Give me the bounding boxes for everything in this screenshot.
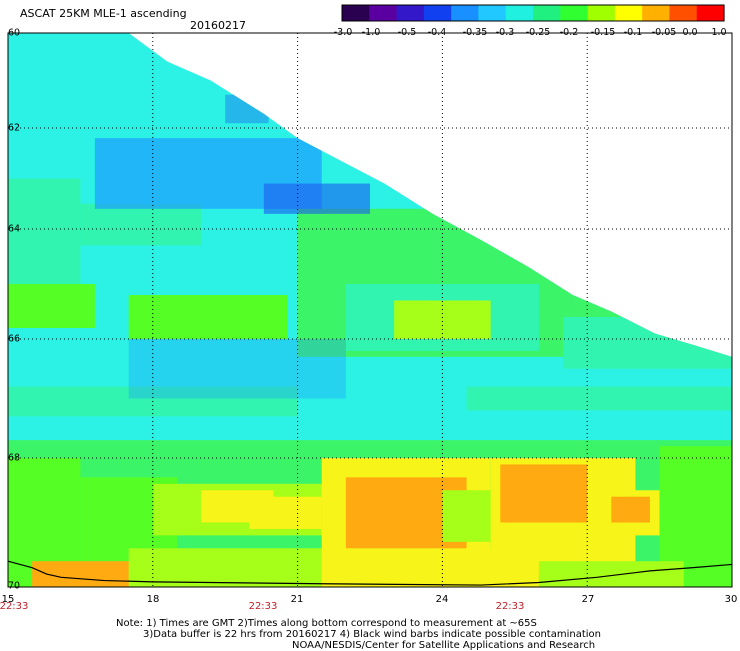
- colorbar-swatch: [342, 5, 370, 21]
- colorbar-swatch: [642, 5, 671, 21]
- wind-cell-block: [8, 284, 95, 328]
- colorbar-swatch: [423, 5, 452, 21]
- time-label: 22:33: [0, 601, 29, 612]
- colorbar: [341, 4, 725, 22]
- lon-label: 27: [581, 594, 595, 605]
- graticule: [8, 33, 732, 587]
- lat-label: 64: [8, 223, 21, 235]
- colorbar-frame: [341, 4, 725, 22]
- wind-cell-block: [563, 317, 732, 369]
- colorbar-swatch: [587, 5, 616, 21]
- time-label: 22:33: [495, 601, 525, 612]
- lat-label: 66: [8, 333, 21, 345]
- wind-cell-block: [611, 496, 650, 523]
- colorbar-swatch: [369, 5, 398, 21]
- wind-cell-block: [466, 386, 732, 411]
- wind-cell-block: [500, 464, 588, 523]
- coastline-path: [7, 560, 733, 586]
- lat-label: 60: [8, 27, 21, 39]
- map-frame: [7, 32, 733, 588]
- lon-label: 24: [435, 594, 449, 605]
- chart-date: 20160217: [190, 19, 246, 32]
- wind-field-map: [7, 32, 733, 588]
- wind-cell-block: [32, 561, 144, 587]
- wind-cell-block: [80, 203, 202, 246]
- wind-cell-block: [128, 548, 322, 587]
- colorbar-swatch: [614, 5, 643, 21]
- footnote-line-1: Note: 1) Times are GMT 2)Times along bot…: [116, 618, 537, 629]
- colorbar-swatch: [696, 5, 725, 21]
- lon-label: 15: [1, 594, 15, 605]
- lon-label: 30: [724, 594, 738, 605]
- colorbar-swatch: [396, 5, 425, 21]
- colorbar-swatch: [533, 5, 561, 21]
- wind-cell-block: [538, 561, 684, 587]
- time-label: 22:33: [248, 601, 278, 612]
- lon-label: 18: [146, 594, 160, 605]
- wind-cell-block: [394, 300, 491, 339]
- wind-cell-block: [225, 94, 269, 124]
- wind-cell-block: [321, 548, 539, 587]
- footnote-line-2: 3)Data buffer is 22 hrs from 20160217 4)…: [143, 629, 601, 640]
- lat-label: 68: [8, 452, 21, 464]
- antarctic-coastline: [7, 560, 733, 586]
- colorbar-swatch: [669, 5, 698, 21]
- chart-title: ASCAT 25KM MLE-1 ascending: [20, 7, 187, 20]
- wind-cell-block: [128, 295, 288, 339]
- footnote-credit: NOAA/NESDIS/Center for Satellite Applica…: [292, 640, 596, 651]
- colorbar-swatch: [560, 5, 589, 21]
- lat-label: 70: [8, 580, 21, 592]
- colorbar-swatch: [505, 5, 534, 21]
- wind-cell-block: [128, 339, 346, 399]
- lat-label: 62: [8, 122, 21, 134]
- wind-swath: [8, 33, 732, 587]
- colorbar-swatch: [451, 5, 480, 21]
- wind-cell-block: [263, 183, 370, 214]
- colorbar-swatch: [478, 5, 507, 21]
- wind-cell-block: [249, 496, 322, 529]
- lon-label: 21: [290, 594, 304, 605]
